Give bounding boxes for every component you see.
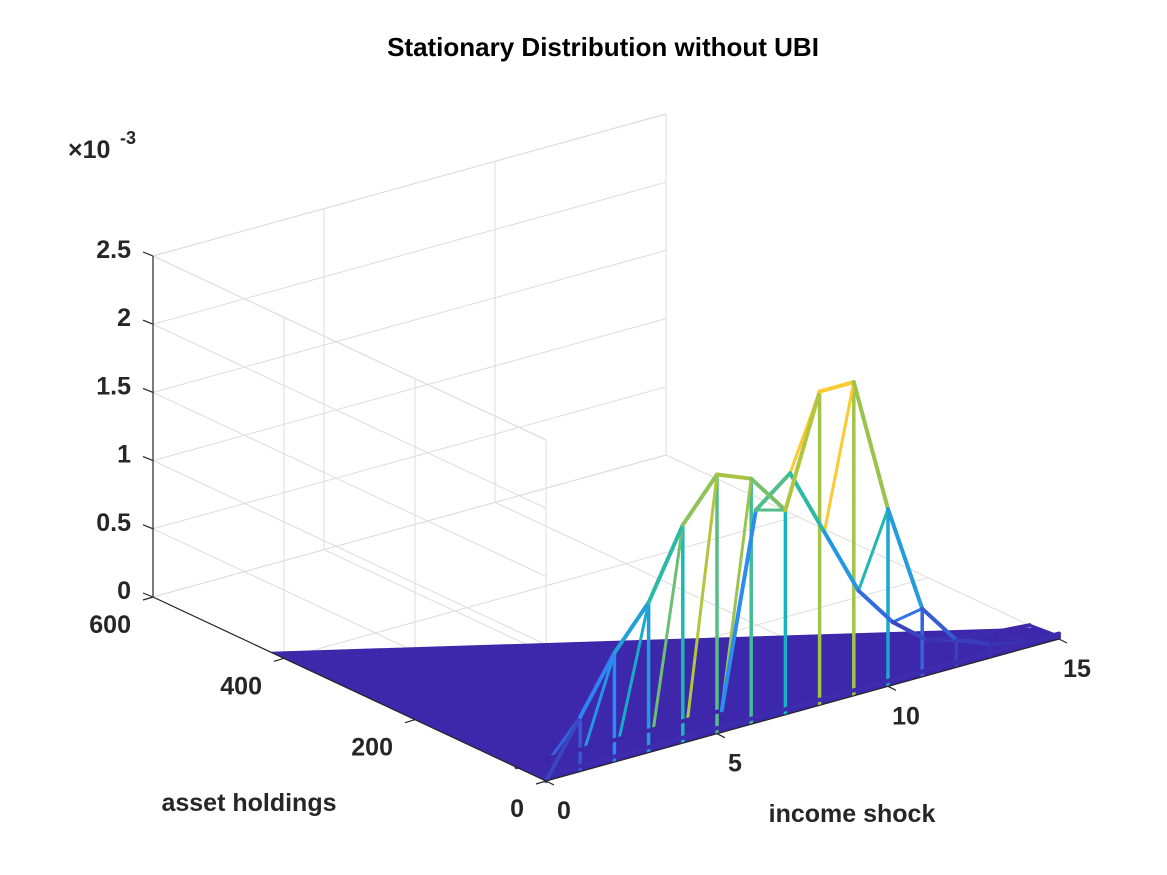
surface-ridge-back-segment (753, 471, 793, 512)
surface-floor-edge-segment (886, 669, 925, 683)
z-tick-label: 1 (117, 441, 131, 469)
z-multiplier: ×10 -3 (68, 128, 136, 164)
x-tick-label: 10 (892, 702, 920, 730)
z-multiplier-base: ×10 (68, 136, 110, 164)
x-tick-mark (716, 733, 726, 739)
y-tick-label: 200 (351, 734, 393, 762)
y-tick-label: 600 (89, 611, 131, 639)
x-gridline (665, 114, 1060, 640)
y-tick-label: 0 (510, 795, 524, 823)
surface-floor-edge-segment (851, 678, 890, 693)
y-tick-mark (535, 780, 547, 785)
z-tick-mark (142, 251, 154, 257)
x-axis-label: income shock (769, 800, 936, 828)
z-tick-mark (142, 319, 154, 325)
surface-mesh-cross (822, 381, 856, 533)
surface-ridge-front-segment (886, 507, 925, 611)
surface-ridge-back-segment (856, 588, 895, 625)
surface-floor-edge-segment (715, 716, 754, 731)
surface-ridge-front-segment (715, 472, 754, 481)
z-tick-label: 0.5 (96, 509, 131, 537)
z-gridline (151, 249, 667, 577)
surface-ridge-front-segment (783, 389, 822, 513)
surface-ridge-back-segment (959, 629, 998, 640)
surface-layer (270, 380, 1061, 783)
surface-ridge-front-segment (920, 606, 959, 643)
surface-ridge-back-segment (582, 736, 622, 751)
box-top-edge (151, 113, 667, 441)
surface-floor-edge-segment (646, 735, 685, 750)
surface-ridge-back-segment (514, 755, 553, 770)
surface-floor-edge-segment (920, 659, 959, 674)
surface-mesh-cross (617, 602, 651, 740)
surface-ridge-back-segment (617, 727, 656, 741)
surface-ridge-front-segment (612, 600, 651, 655)
z-tick-label: 1.5 (96, 372, 131, 400)
x-tick-label: 15 (1063, 655, 1091, 683)
surface-floor-edge-segment (578, 754, 617, 769)
surface-floor-edge-segment (817, 688, 856, 702)
surface-floor-edge-segment (954, 650, 993, 664)
z-tick-mark (142, 387, 154, 393)
z-multiplier-exponent: -3 (120, 128, 136, 148)
surface-ridge-back-segment (822, 529, 861, 593)
z-tick-label: 0 (117, 577, 131, 605)
surface-floor-edge-segment (680, 726, 719, 740)
x-tick-mark (545, 780, 555, 786)
z-gridline (151, 318, 667, 646)
surface-ridge-front-segment (1022, 634, 1061, 644)
y-tick-mark (404, 719, 416, 724)
chart-title: Stationary Distribution without UBI (387, 32, 819, 62)
surface-floor-edge-segment (783, 697, 822, 712)
surface-ridge-front-segment (954, 638, 993, 647)
surface-ridge-front-segment (680, 472, 719, 527)
y-axis-label: asset holdings (161, 789, 336, 817)
surface-ridge-front-segment (851, 380, 890, 512)
surface-floor-edge-segment (988, 641, 1027, 655)
surface-ridge-back-segment (548, 746, 587, 760)
z-tick-label: 2.5 (96, 236, 131, 264)
surface-ridge-back-segment (685, 708, 724, 722)
surface-ridge-front-segment (578, 650, 617, 719)
surface-ridge-front-segment (544, 714, 583, 783)
surface-mesh-cross (651, 524, 685, 730)
surface-mesh-cross (686, 474, 719, 721)
z-tick-label: 2 (117, 304, 131, 332)
surface-ridge-front-segment (646, 522, 685, 605)
x-tick-mark (887, 685, 897, 691)
y-tick-mark (273, 657, 285, 662)
surface-ridge-back-segment (890, 620, 929, 642)
axis-layer (152, 256, 1060, 782)
y-tick-mark (142, 596, 154, 601)
surface-ridge-front-segment (817, 380, 856, 394)
surface-floor-edge-segment (612, 745, 651, 759)
z-gridline (151, 113, 667, 441)
surface-ridge-front-segment (988, 639, 1027, 647)
surface-ridge-back-segment (993, 623, 1032, 634)
y-axis-line (152, 596, 547, 782)
surface-ridge-back-segment (719, 507, 758, 713)
z-tick-mark (142, 456, 154, 462)
surface-ridge-back-segment (651, 717, 690, 732)
x-gridline (494, 161, 889, 687)
z-tick-mark (142, 592, 154, 598)
x-tick-mark (1058, 638, 1068, 644)
surface-mesh-cross (892, 607, 923, 624)
y-tick-label: 400 (220, 672, 262, 700)
surface-ridge-front-segment (749, 476, 788, 513)
x-tick-label: 0 (557, 797, 571, 825)
surface-ridge-back-segment (788, 471, 827, 534)
surface-mesh-cross (583, 652, 616, 749)
z-tick-mark (142, 524, 154, 530)
surface-mesh-cross (857, 508, 890, 592)
x-axis-line (545, 638, 1060, 782)
surface-floor-edge-segment (749, 707, 788, 721)
tick-layer: 0 5 10 15 0 200 400 600 0 0.5 1 1.5 2 2.5 (89, 236, 1091, 825)
x-tick-label: 5 (728, 750, 742, 778)
z-gridline (151, 181, 667, 509)
